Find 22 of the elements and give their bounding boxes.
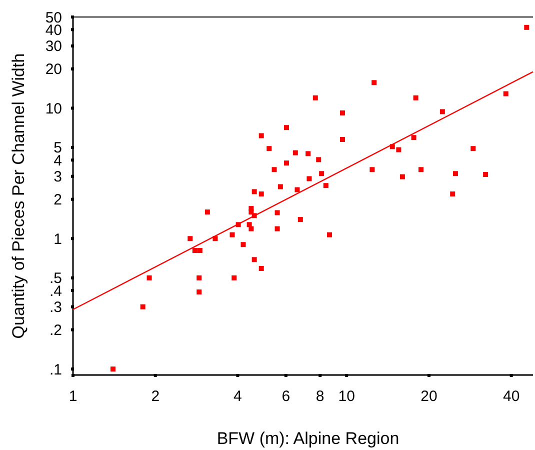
x-axis-title: BFW (m): Alpine Region [216,429,400,448]
x-tick-label: 10 [338,388,355,405]
x-tick-label: 8 [316,388,324,405]
y-tick-label: 30 [45,38,62,56]
y-tick-label: .4 [49,282,62,300]
x-tick-label: 6 [282,388,290,405]
y-tick-label: 20 [45,61,62,78]
y-tick-label: .2 [49,322,62,340]
y-tick-label: 4 [54,152,62,170]
x-tick-label: 2 [151,388,160,405]
y-tick-label: 3 [54,168,62,186]
y-tick-label: 40 [45,22,62,39]
y-tick-label: 1 [54,230,62,248]
y-tick-label: .3 [49,299,62,316]
x-tick-label: 20 [420,388,438,405]
x-tick-label: 4 [234,388,242,405]
y-tick-label: 2 [54,192,62,209]
y-tick-label: .1 [49,361,62,378]
x-tick-label: 1 [68,388,78,405]
y-tick-label: 10 [45,100,62,118]
y-axis-title: Quantity of Pieces Per Channel Width [9,53,28,339]
x-tick-label: 40 [502,388,520,405]
